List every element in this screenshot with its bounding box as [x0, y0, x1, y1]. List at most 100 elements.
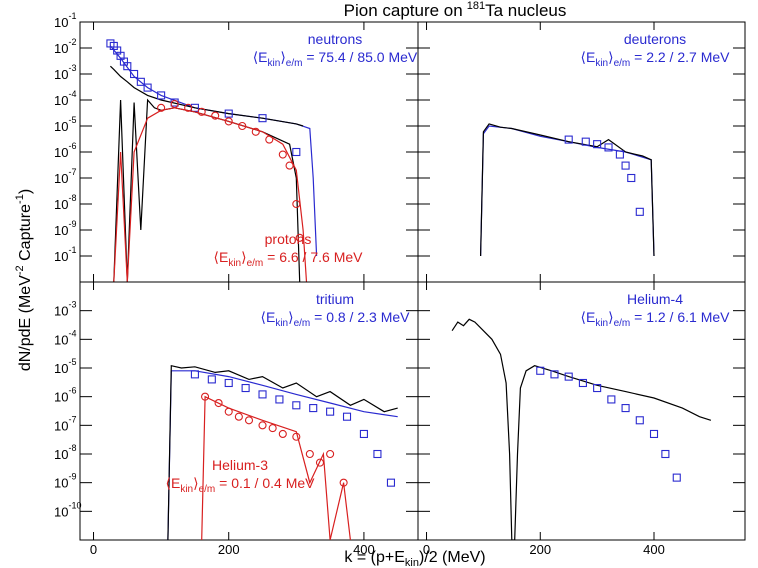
y-tick-exponent: -6	[68, 141, 76, 151]
mean-sub: e/m	[286, 58, 303, 69]
panel-label: Helium-4	[627, 291, 683, 307]
mean-sub: kin	[595, 58, 608, 69]
y-tick-base: 10	[54, 145, 68, 160]
mean-close: ⟩	[280, 49, 285, 65]
y-tick-base: 10	[54, 418, 68, 433]
data-point	[251, 127, 260, 136]
mean-rest: = 6.6 / 7.6 MeV	[263, 249, 363, 265]
mean-sub: kin	[595, 318, 608, 329]
y-tick-exponent: -4	[68, 89, 76, 99]
mean-sub: e/m	[614, 58, 631, 69]
mean-close: ⟩	[241, 249, 246, 265]
x-tick-label: 200	[529, 542, 551, 557]
data-point	[326, 407, 335, 416]
x-tick-label: 400	[643, 542, 665, 557]
data-point	[170, 99, 179, 109]
data-point	[197, 107, 206, 116]
data-point	[238, 121, 247, 131]
plot-area	[106, 39, 318, 282]
mean-energy: ⟨Ekin⟩e/m = 0.1 / 0.4 MeV	[166, 475, 316, 495]
data-point	[224, 109, 233, 118]
data-point	[211, 111, 220, 120]
data-point	[258, 114, 267, 123]
y-tick-label: 10-4	[54, 89, 76, 108]
ylabel-sup: -2	[14, 265, 26, 275]
ylabel-text: dN/pdE (MeV	[17, 275, 34, 371]
y-tick-exponent: -3	[68, 300, 76, 310]
mean-open: ⟨E	[253, 49, 268, 65]
data-point	[241, 383, 250, 393]
y-tick-label: 10-7	[54, 414, 76, 433]
series-line	[167, 364, 398, 540]
data-point	[295, 233, 304, 242]
y-tick-base: 10	[54, 197, 68, 212]
x-tick-label: 200	[218, 542, 240, 557]
mean-open: ⟨E	[214, 249, 229, 265]
panel-label: tritium	[316, 291, 354, 307]
mean-energy: ⟨Ekin⟩e/m = 75.4 / 85.0 MeV	[253, 49, 418, 69]
x-tick-label: 0	[423, 542, 430, 557]
data-point	[326, 449, 335, 459]
y-tick-label: 10-5	[54, 357, 76, 376]
data-point	[593, 140, 602, 149]
y-tick-exponent: -6	[68, 386, 76, 396]
y-tick-base: 10	[54, 504, 68, 519]
mean-rest: = 1.2 / 6.1 MeV	[630, 309, 730, 325]
title-sup: 181	[467, 0, 485, 12]
data-point	[268, 424, 277, 433]
y-tick-exponent: -8	[68, 443, 76, 453]
y-tick-label: 10-9	[54, 472, 76, 491]
data-point	[309, 404, 318, 413]
ylabel-sup: -1	[14, 194, 26, 204]
data-point	[184, 103, 193, 112]
series-line	[109, 65, 304, 127]
y-tick-exponent: -3	[68, 63, 76, 73]
data-point	[373, 449, 382, 459]
y-tick-exponent: -8	[68, 193, 76, 203]
series-line	[480, 123, 655, 257]
mean-rest: = 75.4 / 85.0 MeV	[302, 49, 417, 65]
y-tick-base: 10	[54, 171, 68, 186]
data-point	[607, 395, 616, 404]
mean-sub: e/m	[247, 258, 264, 269]
y-tick-base: 10	[54, 41, 68, 56]
mean-close: ⟩	[193, 475, 198, 491]
y-tick-exponent: -7	[68, 167, 76, 177]
y-tick-label: 10-6	[54, 141, 76, 160]
y-tick-exponent: -2	[68, 37, 76, 47]
mean-energy: ⟨Ekin⟩e/m = 0.8 / 2.3 MeV	[261, 309, 411, 329]
mean-energy: ⟨Ekin⟩e/m = 6.6 / 7.6 MeV	[214, 249, 364, 269]
panel-label: neutrons	[308, 31, 362, 47]
y-tick-exponent: -9	[68, 219, 76, 229]
mean-open: ⟨E	[166, 475, 181, 491]
mean-energy: ⟨Ekin⟩e/m = 2.2 / 2.7 MeV	[581, 49, 731, 69]
data-point	[190, 370, 199, 379]
data-point	[292, 401, 301, 410]
y-tick-exponent: -5	[68, 357, 76, 367]
data-point	[564, 135, 573, 144]
y-tick-label: 10-5	[54, 115, 76, 134]
y-tick-base: 10	[54, 447, 68, 462]
data-point	[224, 378, 233, 388]
y-tick-exponent: -1	[68, 245, 76, 255]
y-tick-exponent: -5	[68, 115, 76, 125]
y-tick-label: 10-1	[54, 11, 76, 30]
data-point	[234, 412, 243, 421]
data-point	[258, 421, 267, 430]
data-point	[315, 458, 325, 467]
data-point	[305, 449, 314, 459]
y-tick-label: 10-4	[54, 328, 76, 347]
panel-label: protons	[265, 231, 312, 247]
y-tick-base: 10	[54, 249, 68, 264]
mean-rest: = 2.2 / 2.7 MeV	[630, 49, 730, 65]
y-axis-label: dN/pdE (MeV-2 Capture-1)	[14, 189, 34, 371]
mean-rest: = 0.1 / 0.4 MeV	[215, 475, 315, 491]
xlabel-text: )/2 (MeV)	[419, 549, 486, 566]
y-tick-label: 10-3	[54, 300, 76, 319]
data-point	[581, 137, 590, 146]
data-point	[201, 392, 210, 401]
mean-rest: = 0.8 / 2.3 MeV	[310, 309, 410, 325]
y-tick-label: 10-8	[54, 193, 76, 212]
data-point	[292, 147, 301, 157]
